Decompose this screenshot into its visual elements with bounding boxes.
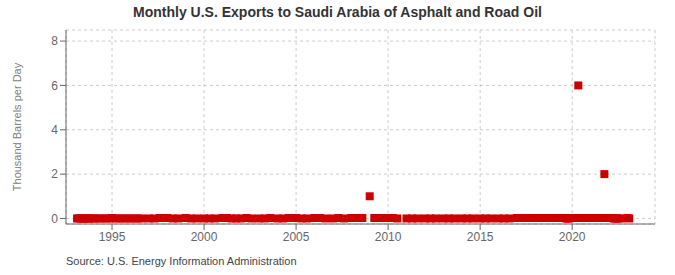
html-text:Monthly U.S. Exports to Saudi: Monthly U.S. Exports to Saudi Arabia of … xyxy=(133,4,542,20)
svg-text:8: 8 xyxy=(51,34,58,48)
svg-text:1995: 1995 xyxy=(99,230,126,244)
svg-text:4: 4 xyxy=(51,123,58,137)
svg-text:2: 2 xyxy=(51,167,58,181)
svg-text:Thousand Barrels per Day: Thousand Barrels per Day xyxy=(11,62,23,191)
svg-text:2015: 2015 xyxy=(467,230,494,244)
svg-text:2020: 2020 xyxy=(559,230,586,244)
svg-text:0: 0 xyxy=(51,212,58,226)
svg-text:2005: 2005 xyxy=(283,230,310,244)
svg-text:6: 6 xyxy=(51,79,58,93)
svg-text:2000: 2000 xyxy=(191,230,218,244)
html-text:Source: U.S. Energy Informatio: Source: U.S. Energy Information Administ… xyxy=(66,255,297,267)
svg-text:2010: 2010 xyxy=(375,230,402,244)
